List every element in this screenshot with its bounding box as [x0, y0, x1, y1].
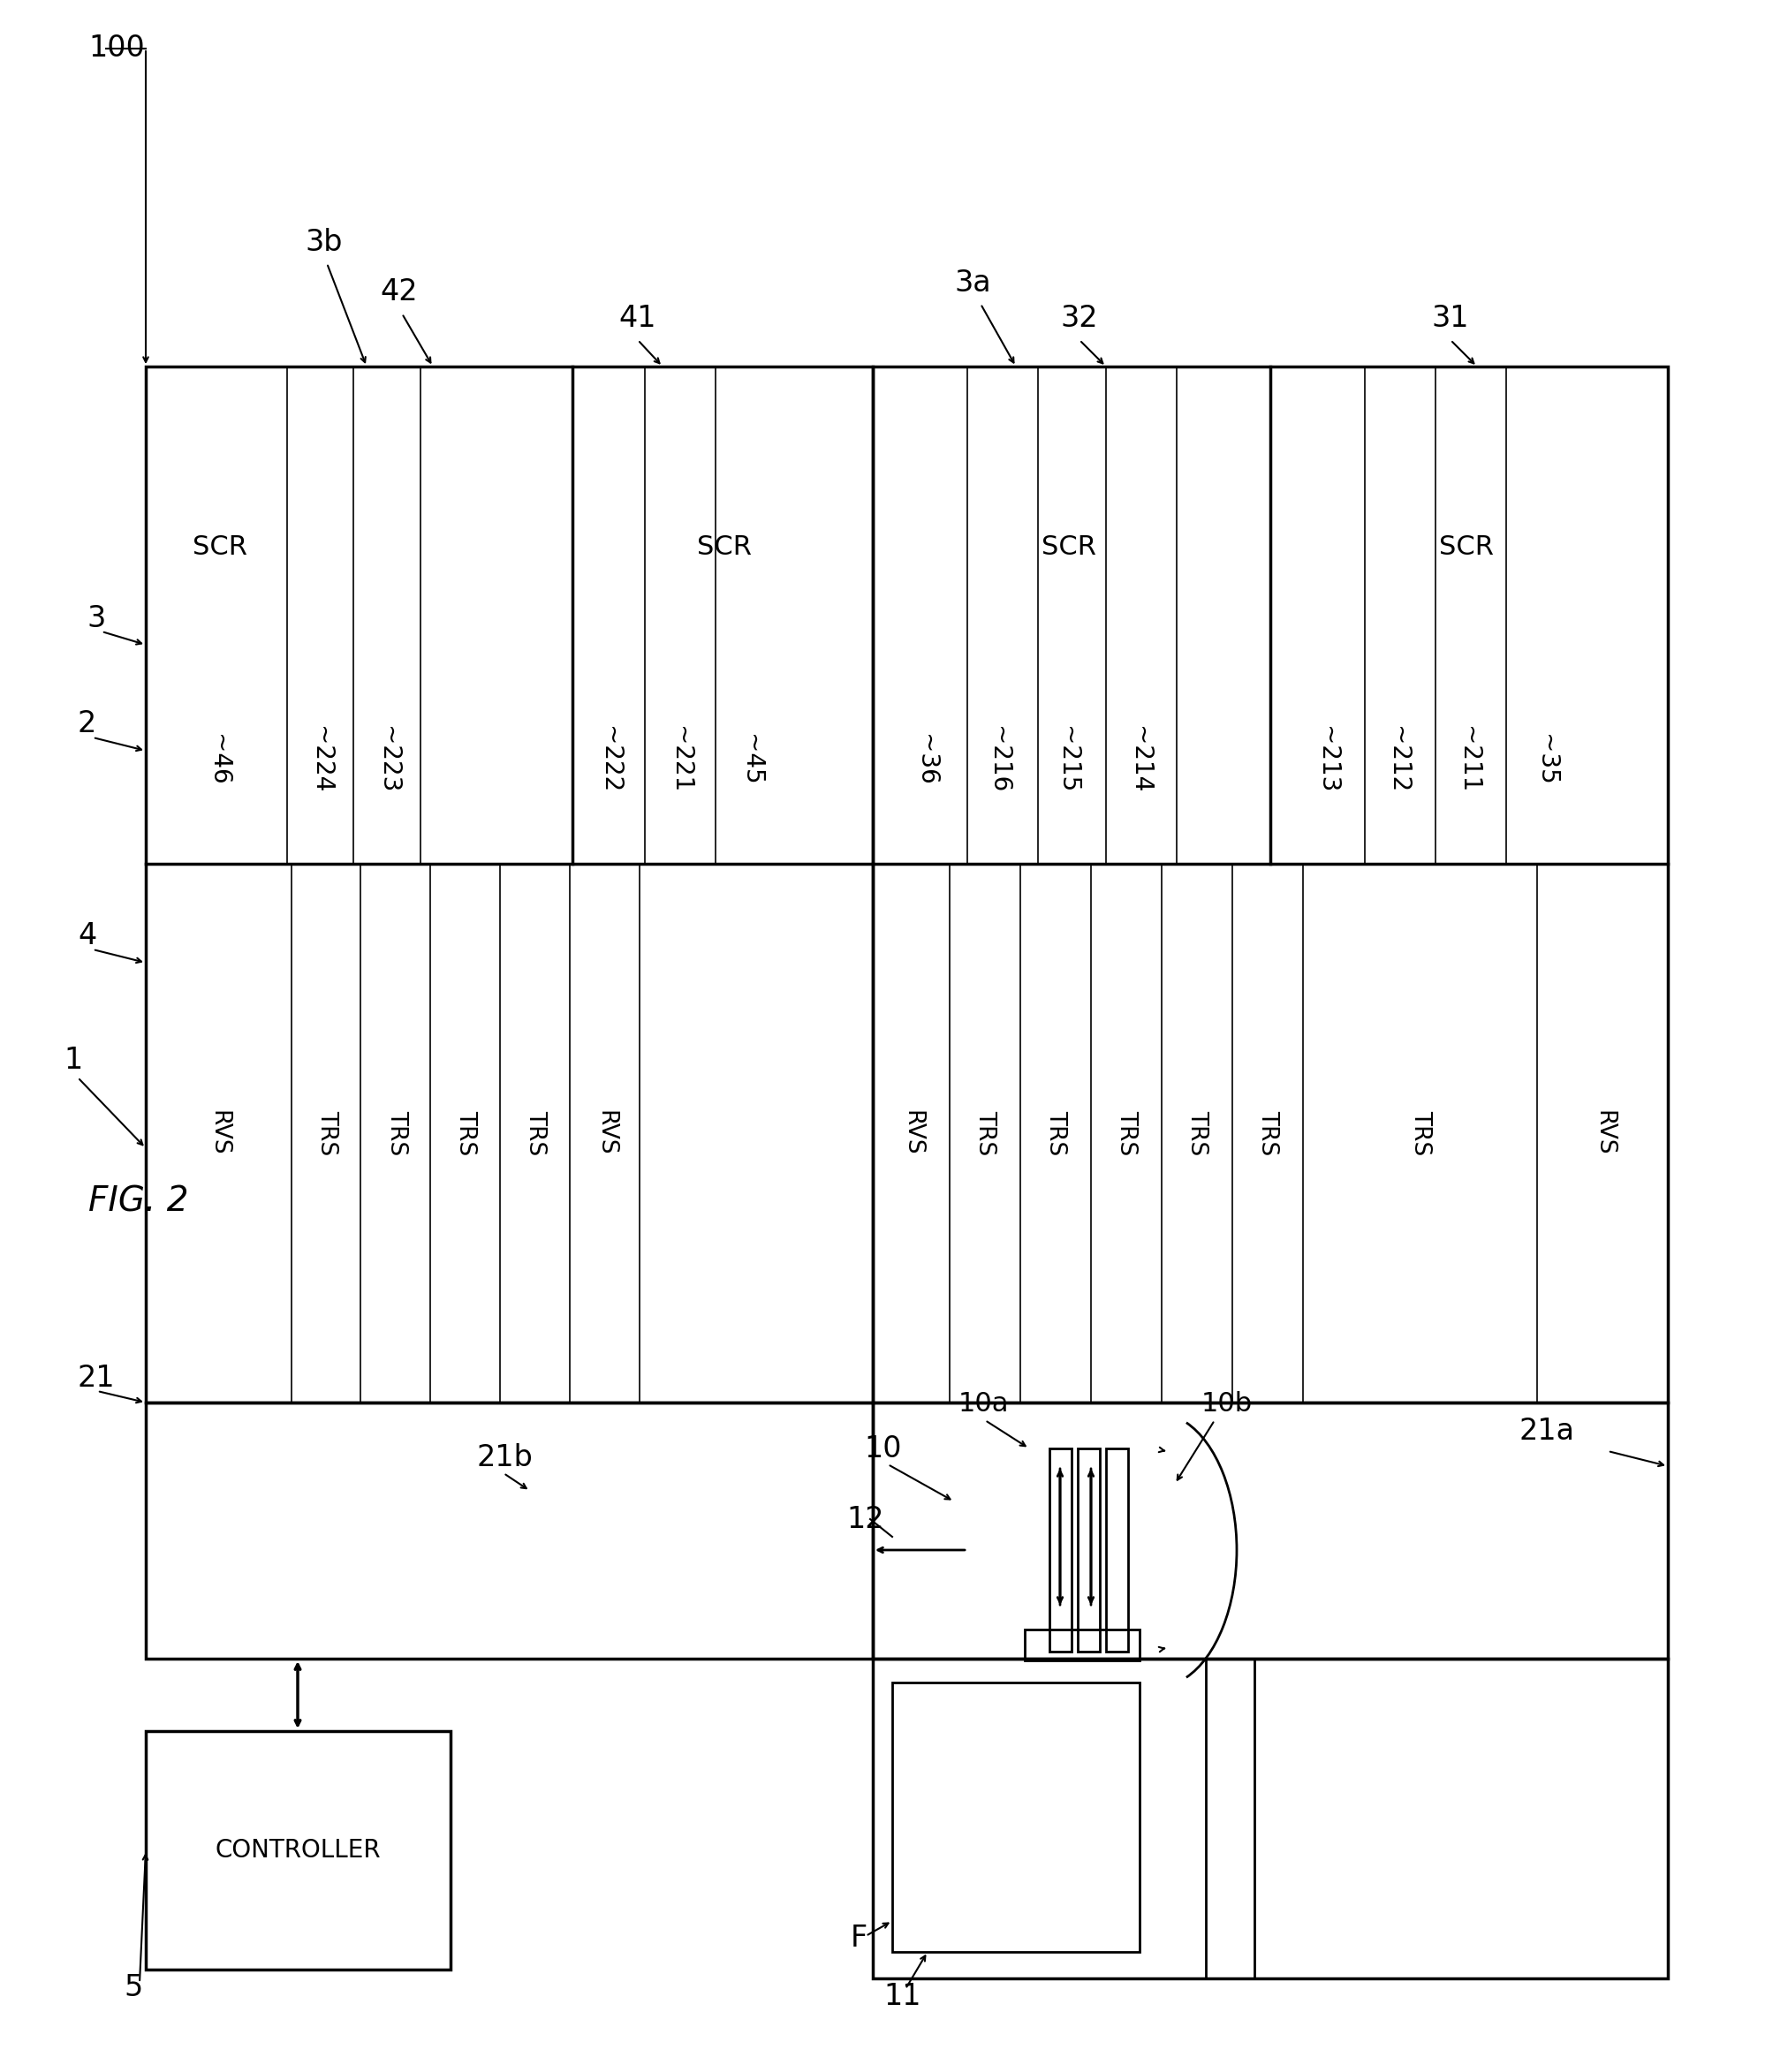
- Bar: [1025, 1629, 1140, 1660]
- Text: 11: 11: [884, 1981, 921, 2010]
- Text: ~46: ~46: [207, 733, 231, 785]
- Bar: [146, 1403, 872, 1660]
- Text: 5: 5: [124, 1973, 143, 2002]
- Bar: [893, 1682, 1140, 1952]
- Text: SCR: SCR: [1438, 535, 1493, 559]
- Text: ~224: ~224: [309, 725, 334, 794]
- Text: ~213: ~213: [1315, 725, 1340, 794]
- Text: RVS: RVS: [900, 1111, 923, 1156]
- Text: ~36: ~36: [914, 733, 939, 785]
- Text: TRS: TRS: [524, 1111, 547, 1156]
- Bar: [1107, 1448, 1128, 1651]
- Text: ~221: ~221: [667, 725, 692, 794]
- Text: TRS: TRS: [1408, 1111, 1431, 1156]
- Text: 31: 31: [1431, 303, 1468, 332]
- Text: 10b: 10b: [1202, 1392, 1253, 1417]
- Text: RVS: RVS: [207, 1111, 229, 1156]
- Text: ~35: ~35: [1534, 733, 1558, 785]
- Text: TRS: TRS: [454, 1111, 477, 1156]
- Text: 21b: 21b: [477, 1442, 533, 1471]
- Text: RVS: RVS: [1592, 1111, 1615, 1156]
- Bar: [872, 367, 1668, 1403]
- Text: 21: 21: [78, 1363, 115, 1392]
- Text: ~216: ~216: [987, 725, 1011, 794]
- Text: 10a: 10a: [958, 1392, 1010, 1417]
- Text: 4: 4: [78, 922, 97, 951]
- Text: ~223: ~223: [376, 725, 401, 794]
- Text: 1: 1: [64, 1044, 83, 1075]
- Text: SCR: SCR: [697, 535, 752, 559]
- Text: SCR: SCR: [1041, 535, 1096, 559]
- Text: ~214: ~214: [1128, 725, 1153, 794]
- Text: 100: 100: [88, 33, 145, 62]
- Bar: [872, 1403, 1668, 1660]
- Text: ~45: ~45: [738, 733, 762, 785]
- Text: 32: 32: [1061, 303, 1098, 332]
- Bar: [146, 1730, 450, 1970]
- Text: SCR: SCR: [192, 535, 247, 559]
- Text: ~212: ~212: [1386, 725, 1410, 794]
- Bar: [1078, 1448, 1100, 1651]
- Text: TRS: TRS: [385, 1111, 408, 1156]
- Text: 2: 2: [78, 709, 97, 740]
- Text: 3: 3: [86, 603, 106, 632]
- Text: CONTROLLER: CONTROLLER: [215, 1838, 381, 1863]
- Text: 10: 10: [863, 1434, 902, 1463]
- Text: ~211: ~211: [1456, 725, 1481, 794]
- Text: ~222: ~222: [597, 725, 621, 794]
- Text: F: F: [851, 1925, 868, 1954]
- Text: TRS: TRS: [1257, 1111, 1280, 1156]
- Text: ~215: ~215: [1055, 725, 1080, 794]
- Text: 21a: 21a: [1520, 1417, 1574, 1446]
- Text: RVS: RVS: [593, 1111, 616, 1156]
- Bar: [1050, 1448, 1071, 1651]
- Text: TRS: TRS: [316, 1111, 339, 1156]
- Text: 12: 12: [845, 1504, 884, 1533]
- Text: FIG. 2: FIG. 2: [88, 1185, 189, 1218]
- Text: 3b: 3b: [305, 228, 342, 257]
- Text: 41: 41: [618, 303, 657, 332]
- Bar: [872, 1660, 1668, 1979]
- Text: TRS: TRS: [1045, 1111, 1068, 1156]
- Text: TRS: TRS: [974, 1111, 997, 1156]
- Text: TRS: TRS: [1115, 1111, 1138, 1156]
- Text: 3a: 3a: [955, 267, 990, 296]
- Text: TRS: TRS: [1186, 1111, 1209, 1156]
- Text: 42: 42: [379, 278, 418, 307]
- Bar: [1205, 1660, 1255, 1979]
- Bar: [146, 367, 872, 1403]
